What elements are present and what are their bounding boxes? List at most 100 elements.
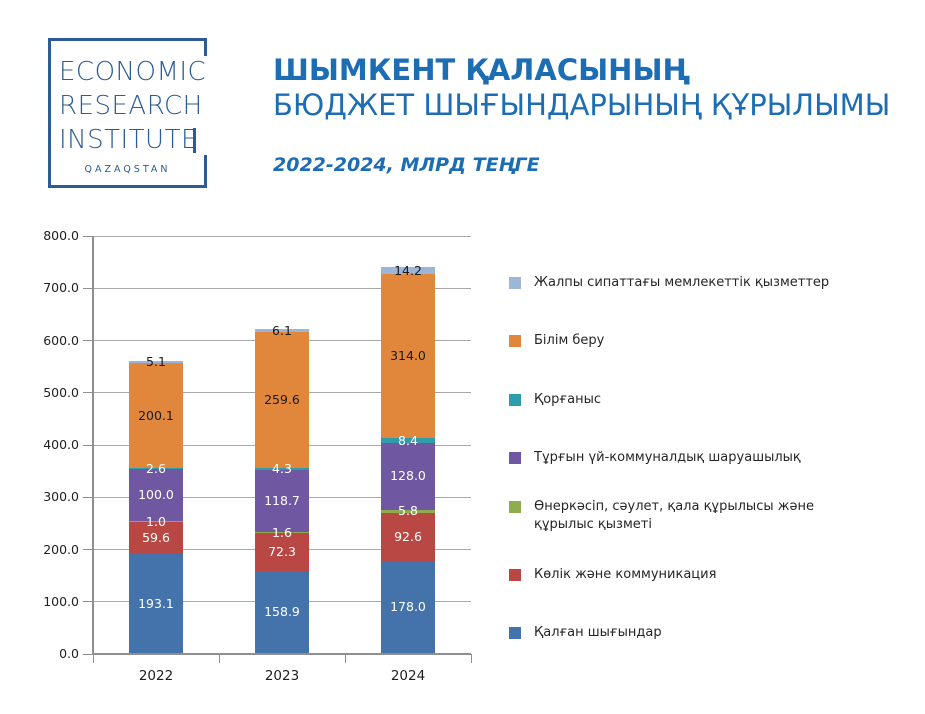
bar-segment-2023 <box>255 332 309 469</box>
legend-label: Тұрғын үй-коммуналдық шаруашылық <box>534 449 801 465</box>
logo-cursor-dash <box>193 128 196 153</box>
bar-segment-2024 <box>381 266 435 275</box>
logo-frame-right-bottom <box>204 155 207 188</box>
gridline-700 <box>93 287 471 289</box>
legend-label: Қорғаныс <box>534 391 601 407</box>
bar-value-label: 59.6 <box>142 529 170 545</box>
logo-frame-right-top <box>204 38 207 56</box>
subtitle: 2022-2024, МЛРД ТЕҢГЕ <box>273 154 540 176</box>
bar-value-label: 2.6 <box>146 460 166 476</box>
bar-segment-2022 <box>129 521 183 554</box>
bar-segment-2024 <box>381 442 435 510</box>
x-tick-0 <box>92 654 94 663</box>
bar-segment-2024 <box>381 512 435 561</box>
logo-frame <box>48 38 207 188</box>
x-axis-label-2023: 2023 <box>264 668 300 684</box>
y-tick-400 <box>83 444 93 446</box>
logo-line-research: RESEARCH <box>59 91 203 121</box>
page-title: ШЫМКЕНТ ҚАЛАСЫНЫҢ БЮДЖЕТ ШЫҒЫНДАРЫНЫҢ ҚҰ… <box>273 53 890 123</box>
legend-label: Көлік және коммуникация <box>534 566 717 582</box>
legend-item: Көлік және коммуникация <box>509 566 716 584</box>
bar-value-label: 314.0 <box>390 348 426 364</box>
title-line-bold: ШЫМКЕНТ ҚАЛАСЫНЫҢ <box>273 53 691 87</box>
eri-logo: ECONOMIC RESEARCH INSTITUTE QAZAQSTAN <box>48 38 207 188</box>
legend-item: Жалпы сипаттағы мемлекеттік қызметтер <box>509 274 829 292</box>
bar-segment-2023 <box>255 470 309 533</box>
bar-value-label: 6.1 <box>272 322 292 338</box>
legend-swatch <box>509 451 521 464</box>
logo-subtext: QAZAQSTAN <box>84 164 171 175</box>
bar-segment-2022 <box>129 553 183 654</box>
legend-item: Қорғаныс <box>509 391 601 409</box>
legend-item: Қалған шығындар <box>509 624 662 642</box>
bar-segment-2023 <box>255 533 309 571</box>
bar-segment-2024 <box>381 509 435 513</box>
y-axis-label-600: 600.0 <box>43 332 79 348</box>
logo-wordmark: ECONOMIC RESEARCH INSTITUTE <box>59 55 206 157</box>
y-axis-line <box>92 236 94 654</box>
y-tick-0 <box>83 653 93 655</box>
legend-swatch <box>509 393 521 406</box>
logo-line-economic: ECONOMIC <box>59 57 207 87</box>
bar-value-label: 14.2 <box>394 262 422 278</box>
bar-value-label: 200.1 <box>138 407 174 423</box>
x-tick-1 <box>218 654 220 663</box>
legend-label: Жалпы сипаттағы мемлекеттік қызметтер <box>534 275 830 290</box>
y-axis-label-700: 700.0 <box>43 280 79 296</box>
bar-value-label: 72.3 <box>268 544 296 560</box>
legend-swatch <box>509 501 521 514</box>
bar-segment-2022 <box>129 363 183 468</box>
bar-value-label: 5.8 <box>398 503 418 519</box>
bar-segment-2022 <box>129 521 183 522</box>
x-tick-3 <box>470 654 472 663</box>
bar-value-label: 259.6 <box>264 392 300 408</box>
legend-item: Өнеркәсіп, сәулет, қала құрылысы және құ… <box>509 498 864 534</box>
bar-segment-2024 <box>381 274 435 439</box>
y-axis-label-400: 400.0 <box>43 437 79 452</box>
legend-item: Тұрғын үй-коммуналдық шаруашылық <box>509 449 801 467</box>
bar-value-label: 158.9 <box>264 604 300 620</box>
legend-item: Білім беру <box>509 332 604 350</box>
x-tick-2 <box>344 654 346 663</box>
y-tick-500 <box>83 392 93 394</box>
y-tick-300 <box>83 496 93 498</box>
legend-swatch <box>509 335 521 348</box>
bar-segment-2023 <box>255 570 309 654</box>
legend-swatch <box>509 277 521 289</box>
title-line-regular: БЮДЖЕТ ШЫҒЫНДАРЫНЫҢ ҚҰРЫЛЫМЫ <box>273 88 891 122</box>
bar-segment-2022 <box>129 360 183 364</box>
bar-value-label: 1.0 <box>146 513 166 529</box>
bar-value-label: 8.4 <box>398 432 418 448</box>
gridline-800 <box>93 235 471 237</box>
bar-value-label: 100.0 <box>138 487 174 503</box>
legend-swatch <box>509 626 521 639</box>
y-axis-label-100: 100.0 <box>43 593 79 609</box>
bar-segment-2023 <box>255 532 309 534</box>
bar-value-label: 118.7 <box>264 493 300 509</box>
legend-label: Қалған шығындар <box>534 624 662 640</box>
legend-swatch <box>509 568 521 581</box>
y-tick-100 <box>83 601 93 603</box>
y-tick-800 <box>83 235 93 237</box>
y-tick-700 <box>83 287 93 289</box>
bar-value-label: 4.3 <box>272 461 292 477</box>
logo-line-institute: INSTITUTE <box>59 125 198 155</box>
bar-segment-2022 <box>129 469 183 522</box>
y-axis-label-300: 300.0 <box>43 489 79 505</box>
bar-value-label: 193.1 <box>138 595 174 611</box>
legend-label: Білім беру <box>534 333 605 349</box>
bar-segment-2023 <box>255 468 309 471</box>
bar-value-label: 1.6 <box>272 524 292 540</box>
bar-segment-2024 <box>381 438 435 443</box>
x-axis-line <box>93 653 471 655</box>
y-axis-label-800: 800.0 <box>43 228 79 243</box>
stacked-bar-chart: 0.0 100.0 200.0 300.0 400.0 500.0 600.0 700.0 80… <box>43 228 472 684</box>
x-axis-label-2024: 2024 <box>390 668 426 684</box>
legend-label: Өнеркәсіп, сәулет, қала құрылысы және құ… <box>534 499 814 533</box>
y-axis-label-0: 0.0 <box>59 646 79 661</box>
bar-segment-2022 <box>129 467 183 470</box>
bar-value-label: 92.6 <box>394 528 422 544</box>
y-tick-200 <box>83 549 93 550</box>
y-axis-label-500: 500.0 <box>43 384 79 400</box>
bar-value-label: 178.0 <box>390 599 426 615</box>
